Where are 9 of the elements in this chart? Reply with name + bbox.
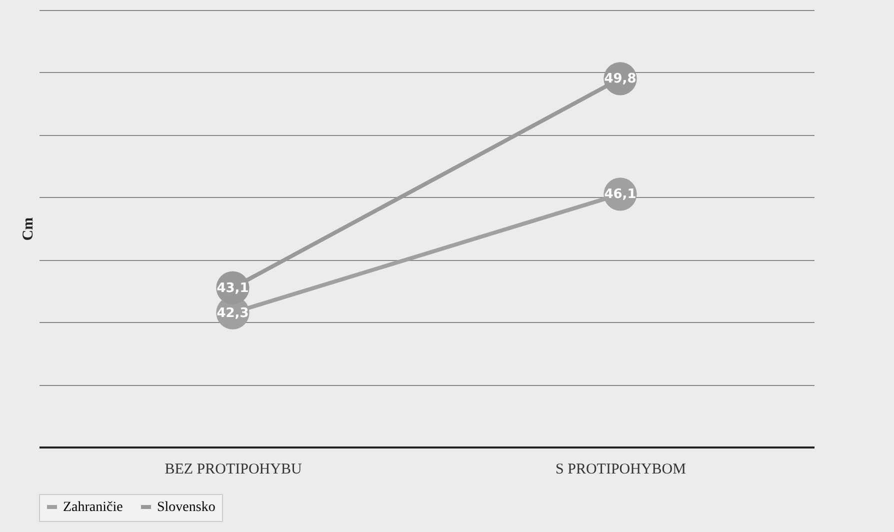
data-label: 46,1 (604, 187, 636, 202)
x-tick-label: BEZ PROTIPOHYBU (164, 462, 302, 478)
y-axis-title: Cm (20, 216, 36, 241)
data-label: 42,3 (216, 306, 249, 321)
data-label: 43,1 (216, 280, 249, 296)
legend-label: Zahraničie (63, 500, 123, 515)
legend-label: Slovensko (157, 500, 216, 515)
data-label: 49,8 (604, 72, 636, 87)
x-tick-label: S PROTIPOHYBOM (556, 462, 686, 478)
